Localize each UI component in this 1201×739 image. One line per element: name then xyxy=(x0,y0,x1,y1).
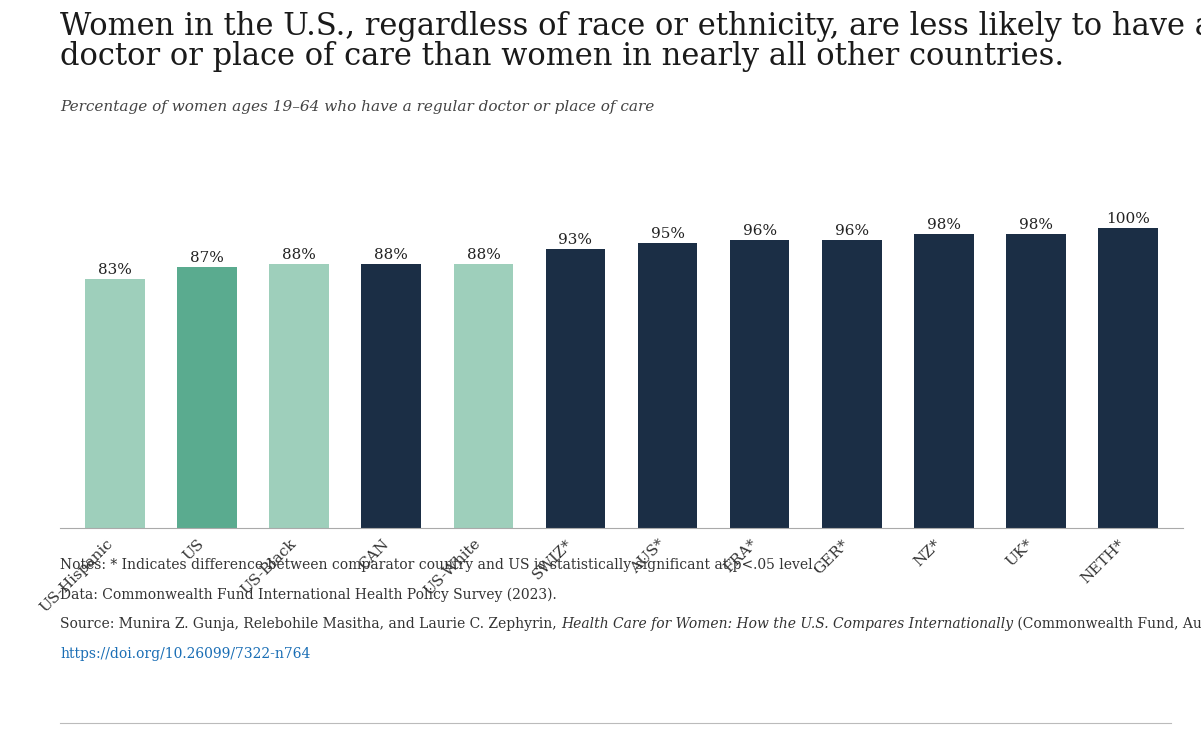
Bar xyxy=(178,267,238,528)
Bar xyxy=(362,264,422,528)
Text: (Commonwealth Fund, Aug. 2024).: (Commonwealth Fund, Aug. 2024). xyxy=(1014,617,1201,631)
Text: 100%: 100% xyxy=(1106,212,1149,226)
Text: 96%: 96% xyxy=(742,224,777,238)
Text: Source: Munira Z. Gunja, Relebohile Masitha, and Laurie C. Zephyrin,: Source: Munira Z. Gunja, Relebohile Masi… xyxy=(60,617,561,631)
Text: https://doi.org/10.26099/7322-n764: https://doi.org/10.26099/7322-n764 xyxy=(60,647,310,661)
Bar xyxy=(730,240,789,528)
Bar xyxy=(454,264,513,528)
Text: 96%: 96% xyxy=(835,224,868,238)
Bar xyxy=(545,249,605,528)
Text: Notes: * Indicates difference between comparator country and US is statistically: Notes: * Indicates difference between co… xyxy=(60,558,817,572)
Text: 98%: 98% xyxy=(927,218,961,232)
Bar xyxy=(914,234,974,528)
Text: 98%: 98% xyxy=(1018,218,1053,232)
Bar xyxy=(638,243,698,528)
Text: 88%: 88% xyxy=(375,248,408,262)
Text: 88%: 88% xyxy=(282,248,316,262)
Bar xyxy=(821,240,882,528)
Bar xyxy=(1098,228,1158,528)
Text: Women in the U.S., regardless of race or ethnicity, are less likely to have a re: Women in the U.S., regardless of race or… xyxy=(60,11,1201,42)
Text: doctor or place of care than women in nearly all other countries.: doctor or place of care than women in ne… xyxy=(60,41,1064,72)
Text: Health Care for Women: How the U.S. Compares Internationally: Health Care for Women: How the U.S. Comp… xyxy=(561,617,1014,631)
Text: 95%: 95% xyxy=(651,227,685,241)
Text: 93%: 93% xyxy=(558,234,592,247)
Text: Percentage of women ages 19–64 who have a regular doctor or place of care: Percentage of women ages 19–64 who have … xyxy=(60,100,655,114)
Text: 88%: 88% xyxy=(466,248,501,262)
Bar xyxy=(1005,234,1065,528)
Bar xyxy=(269,264,329,528)
Bar xyxy=(85,279,145,528)
Text: 83%: 83% xyxy=(98,263,132,277)
Text: 87%: 87% xyxy=(191,251,225,265)
Text: Data: Commonwealth Fund International Health Policy Survey (2023).: Data: Commonwealth Fund International He… xyxy=(60,588,557,602)
